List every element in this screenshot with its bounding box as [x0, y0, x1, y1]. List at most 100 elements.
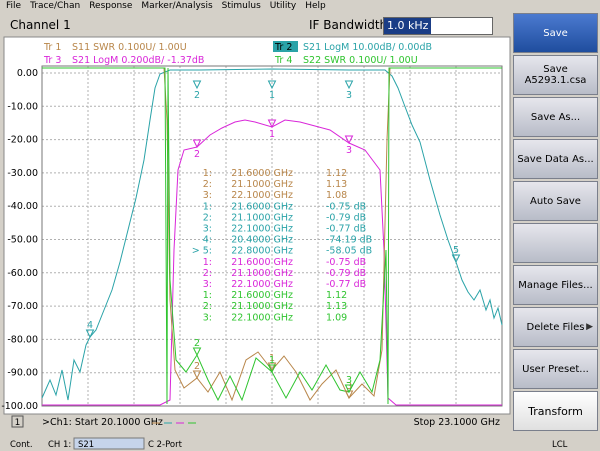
marker-number: 1:: [203, 201, 212, 212]
marker-label: 3: [346, 381, 352, 392]
softkey-label: Auto Save: [530, 195, 581, 207]
softkey[interactable]: Delete Files ▶: [513, 307, 598, 347]
softkey[interactable]: Auto Save: [513, 181, 598, 221]
marker-frequency: 22.8000 GHz: [231, 246, 293, 257]
trace-id: Tr 4: [274, 55, 292, 66]
status-param-box: [73, 437, 145, 450]
marker-frequency: 21.6000 GHz: [231, 257, 293, 268]
channel-index-box: [11, 415, 24, 428]
marker-number: 2:: [203, 268, 212, 279]
marker-value: 1.08: [326, 190, 347, 201]
trace-headers: Tr 1 S11 SWR 0.100U/ 1.00U Tr 2 S21 LogM 10…: [43, 41, 432, 66]
marker-frequency: 22.1000 GHz: [231, 190, 293, 201]
status-remote: LCL: [552, 440, 568, 450]
marker-triangle: [344, 135, 354, 145]
softkey[interactable]: Save Data As...: [513, 139, 598, 179]
marker-frequency: 21.6000 GHz: [231, 201, 293, 212]
menu-item[interactable]: Utility: [269, 1, 297, 11]
softkey-label: Save As...: [530, 111, 581, 123]
marker-value: 1.13: [326, 179, 347, 190]
channel-index: 1: [15, 418, 21, 428]
softkey-arrow: ▶: [586, 322, 593, 332]
marker-label: 1: [269, 90, 275, 101]
y-axis-label: -90.00: [7, 368, 38, 379]
marker-value: -0.79 dB: [326, 268, 366, 279]
stop-freq: Stop 23.1000 GHz: [414, 417, 500, 428]
marker-label: 2: [194, 338, 200, 349]
plot-area: [41, 65, 503, 407]
marker-number: 1:: [203, 168, 212, 179]
marker-value: -0.75 dB: [326, 201, 366, 212]
marker-triangle: [344, 384, 354, 394]
menu-item[interactable]: Help: [305, 1, 326, 11]
status-cal: C 2-Port: [148, 440, 183, 450]
marker-label: 1: [269, 355, 275, 366]
marker-number: 2:: [203, 179, 212, 190]
trace-tr3: [42, 119, 502, 406]
softkey[interactable]: [513, 223, 598, 263]
y-axis-label: -60.00: [7, 268, 38, 279]
softkey-label: Transform: [528, 404, 583, 418]
menu-item[interactable]: Trace/Chan: [30, 1, 81, 11]
trace-desc: S22 SWR 0.100U/ 1.00U: [303, 55, 418, 66]
marker-value: -0.77 dB: [326, 224, 366, 235]
marker-label: 1: [269, 353, 275, 364]
trace-desc: S21 LogM 10.00dB/ 0.00dB: [303, 42, 432, 53]
y-axis-label: -20.00: [7, 135, 38, 146]
trace-tr2: [41, 68, 503, 401]
menu-item[interactable]: Response: [89, 1, 133, 11]
marker-number: 1:: [203, 290, 212, 301]
marker-value: -0.79 dB: [326, 212, 366, 223]
marker-value: -58.05 dB: [326, 246, 372, 257]
softkey-label: A5293.1.csa: [524, 75, 587, 86]
start-freq: >Ch1: Start 20.1000 GHz: [42, 417, 163, 428]
marker-frequency: 21.1000 GHz: [231, 301, 293, 312]
softkey[interactable]: Save: [513, 13, 598, 53]
softkey[interactable]: Save As...: [513, 97, 598, 137]
menu-item[interactable]: Marker/Analysis: [141, 1, 213, 11]
y-axis-label: -30.00: [7, 168, 38, 179]
marker-frequency: 20.4000 GHz: [231, 235, 293, 246]
marker-triangle: [192, 347, 202, 357]
marker-frequency: 21.6000 GHz: [231, 290, 293, 301]
marker-number: 3:: [203, 312, 212, 323]
marker-number: 4:: [203, 235, 212, 246]
status-bar: [0, 436, 600, 451]
y-axis-label: -100.00: [1, 401, 38, 412]
y-axis-label: 0.00: [17, 68, 38, 79]
marker-label: 2: [194, 90, 200, 101]
softkey-label: Save: [543, 27, 568, 39]
grid: 0.00 -10.00 -20.00 -30.00 -40.00 -50.00 -60.00…: [1, 65, 503, 412]
marker-table: 1: 21.6000 GHz 1.12 2: 21.1000 GHz 1.13 3: 22.1…: [192, 168, 372, 323]
softkey[interactable]: Save A5293.1.csa: [513, 55, 598, 95]
menu-item[interactable]: Stimulus: [221, 1, 261, 11]
softkey[interactable]: Manage Files...: [513, 265, 598, 305]
softkey-label: Save Data As...: [517, 153, 594, 165]
marker-number: 2:: [203, 212, 212, 223]
trace-id: Tr 3: [43, 55, 61, 66]
softkey-label: Save: [543, 64, 568, 75]
marker-triangle: [192, 370, 202, 380]
marker-frequency: 22.1000 GHz: [231, 279, 293, 290]
softkey[interactable]: Transform: [513, 391, 598, 431]
marker-triangle: [192, 80, 202, 90]
marker-number: 1:: [203, 257, 212, 268]
marker-value: 1.12: [326, 290, 347, 301]
marker-number: 3:: [203, 279, 212, 290]
y-axis-label: -70.00: [7, 301, 38, 312]
menu-item[interactable]: File: [6, 1, 22, 11]
softkey-label: Manage Files...: [518, 279, 593, 291]
marker-frequency: 22.1000 GHz: [231, 312, 293, 323]
channel-title: Channel 1: [10, 18, 71, 32]
marker-number: 3:: [203, 190, 212, 201]
marker-label: 2: [194, 361, 200, 372]
marker-value: -0.75 dB: [326, 257, 366, 268]
marker-frequency: 21.1000 GHz: [231, 268, 293, 279]
if-bw-field[interactable]: 1.0 kHz: [383, 17, 493, 35]
marker-label: 4: [87, 320, 93, 331]
softkey[interactable]: User Preset...: [513, 349, 598, 389]
marker-triangle: [267, 80, 277, 90]
channel-bar: Channel 1 IF Bandwidth 1.0 kHz: [4, 14, 510, 36]
